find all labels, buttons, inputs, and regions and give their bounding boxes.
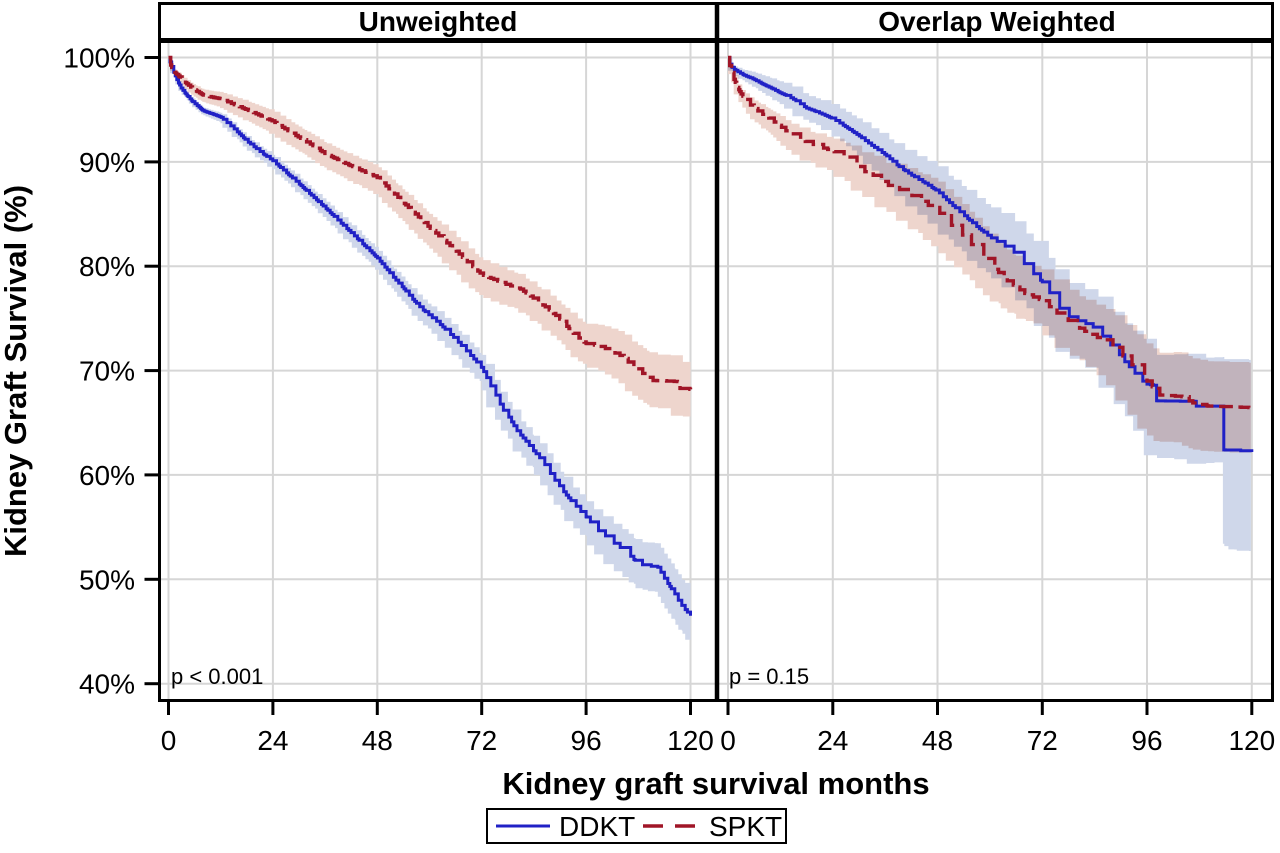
svg-text:0: 0 xyxy=(720,725,736,756)
svg-text:100%: 100% xyxy=(63,43,135,74)
svg-text:96: 96 xyxy=(1131,725,1162,756)
svg-text:SPKT: SPKT xyxy=(709,811,782,842)
svg-text:80%: 80% xyxy=(79,251,135,282)
svg-text:p < 0.001: p < 0.001 xyxy=(171,664,263,689)
svg-text:60%: 60% xyxy=(79,460,135,491)
svg-text:48: 48 xyxy=(922,725,953,756)
svg-text:24: 24 xyxy=(257,725,288,756)
svg-text:50%: 50% xyxy=(79,564,135,595)
svg-text:Kidney graft survival months: Kidney graft survival months xyxy=(502,766,929,801)
svg-text:0: 0 xyxy=(161,725,177,756)
svg-text:72: 72 xyxy=(1027,725,1058,756)
svg-text:120: 120 xyxy=(1228,725,1275,756)
svg-text:90%: 90% xyxy=(79,147,135,178)
svg-text:70%: 70% xyxy=(79,356,135,387)
svg-text:p = 0.15: p = 0.15 xyxy=(729,664,809,689)
svg-text:48: 48 xyxy=(362,725,393,756)
svg-text:24: 24 xyxy=(817,725,848,756)
svg-text:DDKT: DDKT xyxy=(559,811,635,842)
svg-text:96: 96 xyxy=(571,725,602,756)
svg-text:Overlap Weighted: Overlap Weighted xyxy=(878,6,1116,37)
svg-text:40%: 40% xyxy=(79,669,135,700)
svg-text:Unweighted: Unweighted xyxy=(359,6,518,37)
svg-text:120: 120 xyxy=(667,725,714,756)
svg-text:Kidney Graft Survival (%): Kidney Graft Survival (%) xyxy=(0,185,33,557)
svg-text:72: 72 xyxy=(466,725,497,756)
